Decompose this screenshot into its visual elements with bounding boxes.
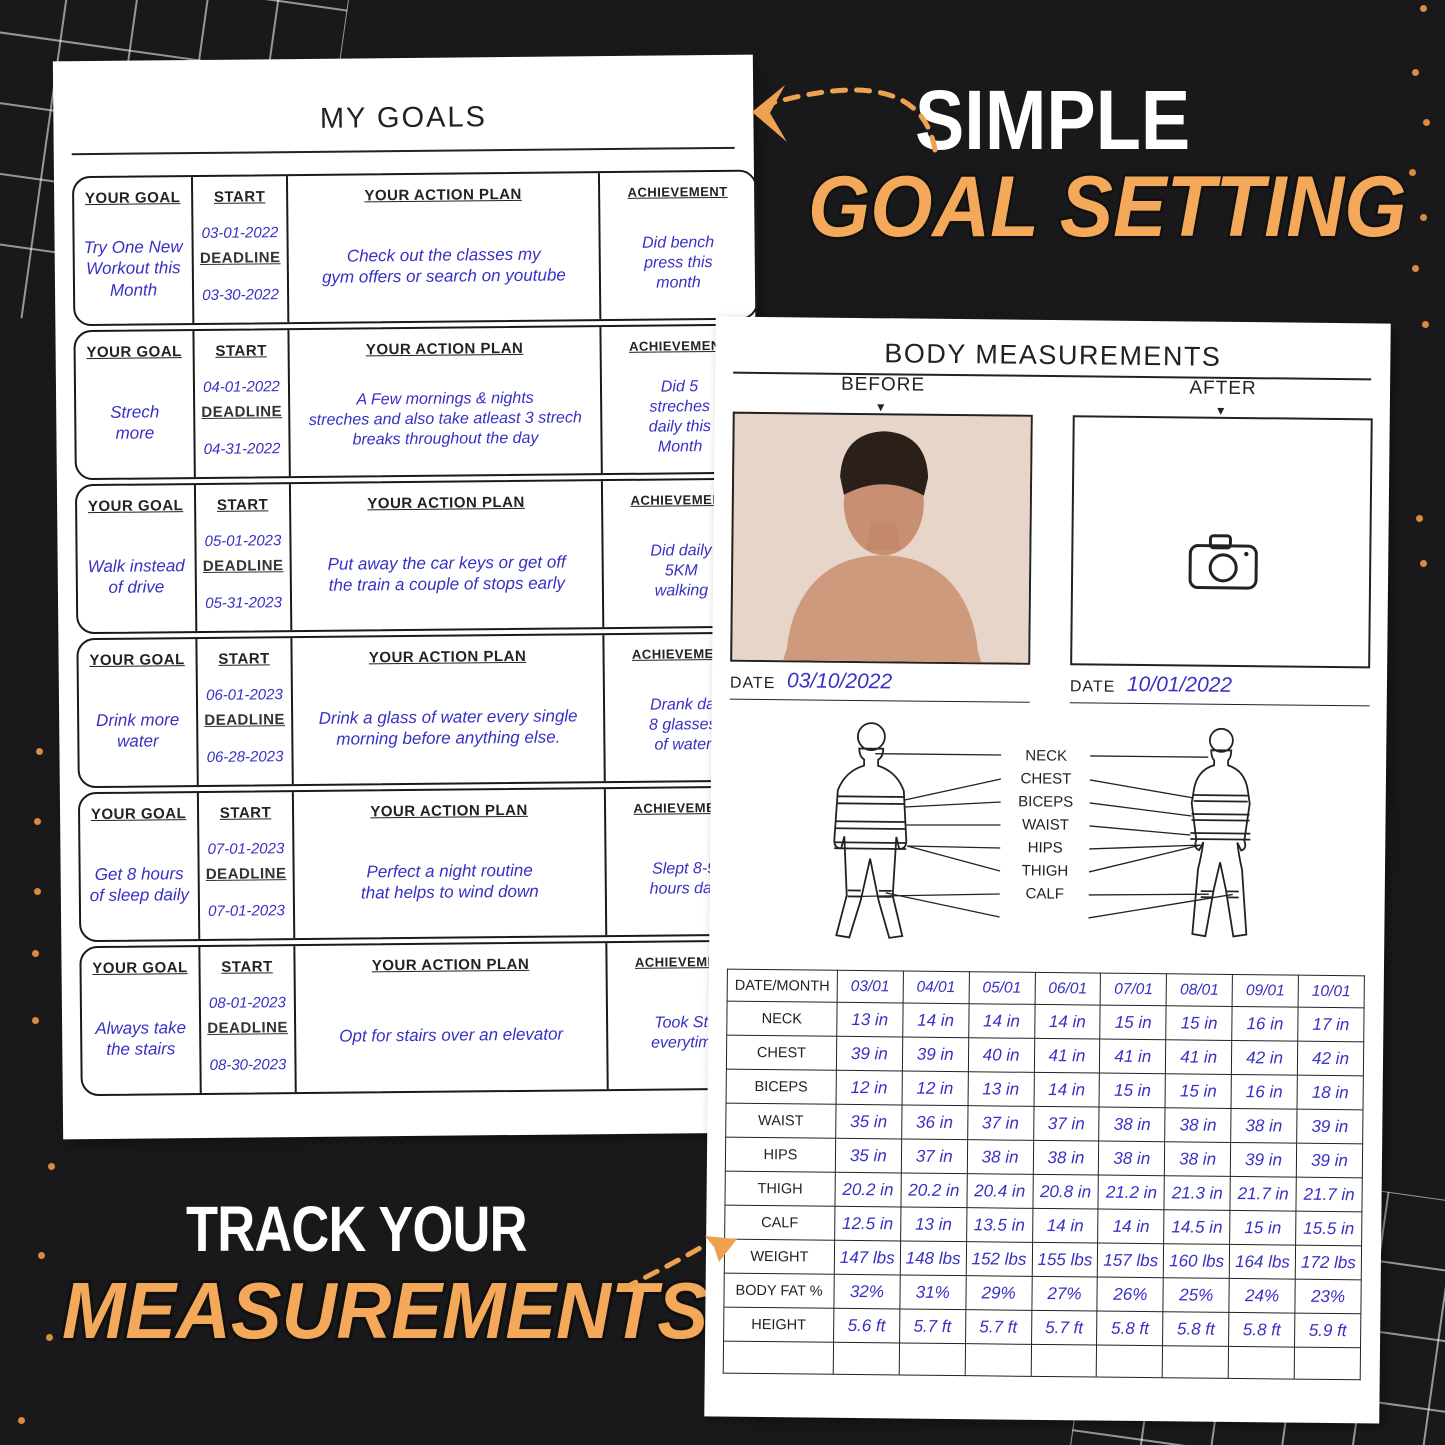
svg-text:BICEPS: BICEPS [1018,793,1073,811]
svg-text:CALF: CALF [1025,885,1064,902]
svg-text:WAIST: WAIST [1022,816,1069,833]
svg-text:CHEST: CHEST [1020,770,1071,788]
svg-text:NECK: NECK [1025,747,1067,764]
svg-text:HIPS: HIPS [1028,839,1063,856]
svg-text:THIGH: THIGH [1022,862,1069,879]
